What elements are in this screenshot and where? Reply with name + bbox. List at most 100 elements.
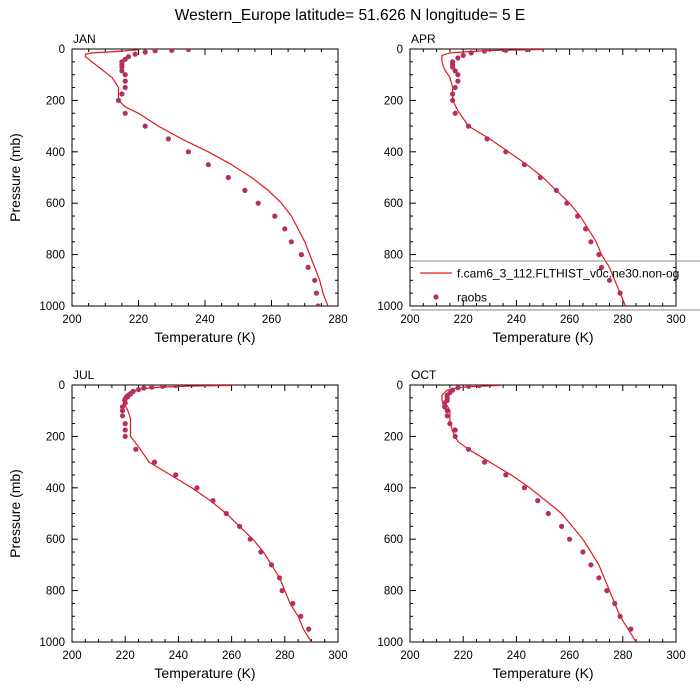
y-axis-label: Pressure (mb) (7, 133, 23, 222)
legend: f.cam6_3_112.FLTHIST_v0c.ne30.non-ograob… (411, 260, 700, 311)
y-tick-label: 800 (46, 586, 65, 598)
raobs-point (628, 626, 634, 632)
x-tick-label: 240 (507, 314, 526, 326)
panel-jan: 200 220 240 260 280 0 200 400 600 800 1000 JAN Tempe… (7, 32, 348, 345)
raobs-point (290, 600, 296, 607)
raobs-point (133, 446, 139, 452)
raobs-point (559, 523, 565, 530)
chart-panels: 200 220 240 260 280 0 200 400 600 800 1000 JAN Tempe… (7, 32, 700, 681)
y-tick-label: 600 (384, 534, 403, 546)
x-tick-label: 220 (454, 650, 473, 662)
y-tick-label: 1000 (377, 301, 403, 313)
raobs-point (122, 110, 128, 116)
raobs-point (588, 562, 594, 568)
raobs-point (598, 264, 605, 270)
x-tick-label: 220 (116, 650, 135, 662)
x-tick-label: 300 (666, 650, 685, 662)
x-tick-label: 220 (129, 314, 148, 326)
raobs-point (119, 413, 126, 419)
raobs-point (564, 200, 570, 206)
y-tick-label: 600 (46, 534, 65, 546)
raobs-point (288, 239, 294, 245)
y-tick-label: 600 (46, 198, 65, 210)
raobs-point (223, 510, 229, 517)
figure-title: Western_Europe latitude= 51.626 N longit… (175, 7, 525, 24)
raobs-point (237, 523, 243, 530)
x-tick-label: 260 (560, 650, 579, 662)
x-tick-label: 240 (169, 650, 188, 662)
raobs-point (185, 49, 191, 53)
raobs-point (537, 174, 543, 181)
raobs-point (455, 385, 461, 391)
raobs-point (465, 446, 472, 452)
x-tick-label: 240 (507, 650, 526, 662)
x-axis-label: Temperature (K) (154, 329, 255, 345)
raobs-point (503, 149, 509, 155)
x-tick-label: 240 (195, 314, 214, 326)
y-tick-label: 800 (384, 586, 403, 598)
raobs-point (452, 110, 458, 116)
raobs-point (305, 264, 311, 270)
plot-data (119, 385, 312, 642)
raobs-point (450, 64, 456, 70)
raobs-point (521, 162, 528, 168)
raobs-point (132, 51, 138, 57)
plot-frame (71, 384, 339, 643)
raobs-point (545, 510, 551, 517)
raobs-point (205, 162, 211, 168)
panel-title: OCT (411, 368, 437, 382)
raobs-point (535, 498, 541, 504)
raobs-point (152, 49, 158, 54)
raobs-point (282, 226, 288, 232)
raobs-point (119, 408, 126, 414)
x-axis-label: Temperature (K) (492, 329, 593, 345)
raobs-point (450, 91, 456, 97)
raobs-point (115, 97, 122, 103)
raobs-point (617, 613, 623, 619)
raobs-point (279, 588, 285, 594)
x-tick-label: 200 (62, 314, 81, 326)
raobs-point (455, 78, 461, 84)
raobs-point (312, 277, 318, 283)
raobs-point (173, 472, 179, 478)
raobs-point (165, 136, 171, 142)
raobs-point (596, 575, 602, 581)
model-series-line (121, 385, 312, 642)
raobs-point (481, 49, 488, 54)
y-tick-label: 600 (384, 198, 403, 210)
y-tick-label: 0 (59, 380, 65, 392)
raobs-point (465, 123, 472, 129)
x-tick-label: 200 (400, 650, 419, 662)
raobs-point (149, 385, 155, 390)
panel-title: APR (411, 32, 436, 46)
raobs-point (315, 303, 321, 306)
raobs-point (468, 50, 474, 56)
raobs-point (553, 187, 559, 193)
x-tick-label: 260 (222, 650, 241, 662)
x-tick-label: 300 (666, 314, 685, 326)
raobs-point (169, 49, 175, 53)
plot-frame (71, 48, 339, 307)
y-tick-label: 200 (46, 95, 65, 107)
y-tick-label: 1000 (39, 637, 65, 649)
raobs-point (452, 84, 458, 91)
raobs-point (119, 64, 125, 70)
x-tick-label: 220 (454, 314, 473, 326)
raobs-point (142, 49, 148, 55)
y-tick-label: 0 (59, 44, 65, 56)
y-tick-label: 200 (384, 431, 403, 443)
raobs-point (583, 226, 589, 232)
y-tick-label: 400 (384, 147, 403, 159)
raobs-point (122, 84, 128, 91)
raobs-point (455, 72, 461, 78)
raobs-point (612, 600, 618, 607)
panel-oct: 200 220 240 260 280 300 0 200 400 600 800 1000 OCT Te… (377, 368, 685, 681)
raobs-point (122, 433, 128, 439)
raobs-point (142, 123, 148, 129)
raobs-point (596, 252, 602, 258)
raobs-point (255, 200, 261, 206)
raobs-point (567, 536, 573, 542)
y-tick-label: 200 (384, 95, 403, 107)
y-tick-label: 800 (46, 250, 65, 262)
panel-jul: 200 220 240 260 280 300 0 200 400 600 800 1000 JUL Te… (7, 368, 348, 681)
